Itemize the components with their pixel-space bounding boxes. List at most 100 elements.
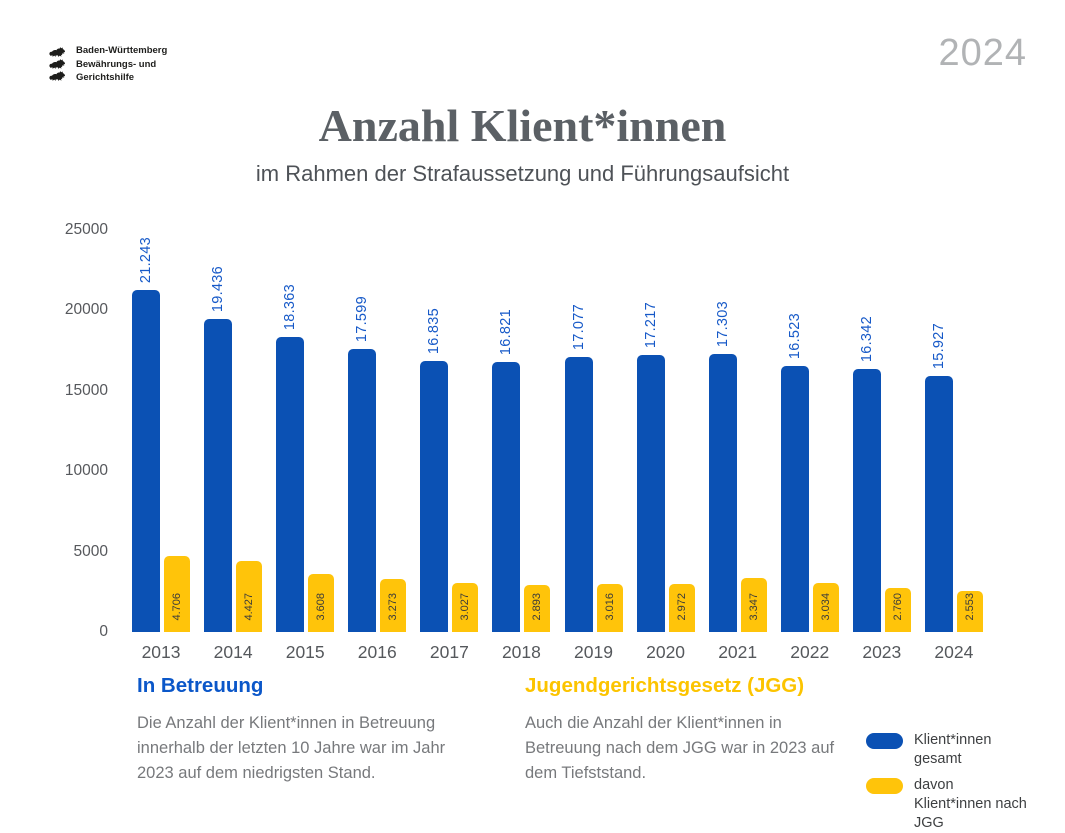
year-group-2023: 16.342 2.760 2023 <box>846 230 918 662</box>
bar-jgg-label-wrap: 2.553 <box>957 593 983 621</box>
bar-total-label-wrap: 19.436 <box>204 266 232 312</box>
bar-total-value-label: 16.342 <box>858 315 875 362</box>
bw-lion-icon <box>49 47 66 57</box>
x-axis-label-2017: 2017 <box>429 642 469 662</box>
legend-label: Klient*innen gesamt <box>914 732 992 767</box>
bar-jgg-value-label: 3.608 <box>315 593 328 621</box>
x-axis-label-2014: 2014 <box>213 642 253 662</box>
bar-jgg-label-wrap: 2.760 <box>885 593 911 621</box>
bar-total-label-wrap: 21.243 <box>132 237 160 283</box>
bar-total-2014: 19.436 <box>204 266 233 632</box>
bar-total-2019: 17.077 <box>564 304 593 632</box>
y-axis: 0 5000 10000 15000 20000 25000 <box>38 221 108 640</box>
bar-jgg-2023: 2.760 <box>884 588 911 632</box>
bar-jgg-value-label: 4.706 <box>171 593 184 621</box>
note-heading-jgg: Jugendgerichtsgesetz (JGG) <box>525 674 805 697</box>
bar-total-value-label: 17.303 <box>714 300 731 347</box>
bar-total-label-wrap: 17.303 <box>709 301 737 347</box>
bar-jgg-value-label: 3.347 <box>747 593 760 621</box>
year-group-2020: 17.217 2.972 2020 <box>630 230 702 662</box>
bw-three-lions <box>48 44 67 85</box>
year-group-2015: 18.363 3.608 2015 <box>269 230 341 662</box>
bar-jgg-value-label: 3.016 <box>603 593 616 621</box>
bar-total-value-label: 19.436 <box>210 265 227 312</box>
year-group-2021: 17.303 3.347 2021 <box>702 230 774 662</box>
y-tick-20000: 20000 <box>64 301 108 319</box>
report-year: 2024 <box>938 32 1027 74</box>
legend-item-1: davon Klient*innen nach JGG <box>866 776 1034 833</box>
bar-jgg-value-label: 2.893 <box>531 593 544 621</box>
bar-total-2018: 16.821 <box>492 309 521 632</box>
bar-total-label-wrap: 16.835 <box>420 308 448 354</box>
logo-text-line: Bewährungs- und <box>76 58 157 70</box>
bar-jgg-label-wrap: 2.972 <box>669 593 695 621</box>
bar-jgg-label-wrap: 3.273 <box>380 593 406 621</box>
bar-total-value-label: 17.599 <box>354 295 371 342</box>
bar-total-value-label: 16.523 <box>786 312 803 359</box>
bar-jgg-2021: 3.347 <box>740 578 767 632</box>
bar-total-2022: 16.523 <box>780 313 809 632</box>
bw-logo: Baden-Württemberg Bewährungs- und Gerich… <box>48 44 167 85</box>
bar-total-label-wrap: 15.927 <box>925 323 953 369</box>
bar-total-label-wrap: 16.523 <box>781 313 809 359</box>
year-group-2022: 16.523 3.034 2022 <box>774 230 846 662</box>
legend-item-0: Klient*innen gesamt <box>866 731 1034 769</box>
bar-total-label-wrap: 17.599 <box>348 296 376 342</box>
bar-total-2021: 17.303 <box>708 301 737 632</box>
bw-lion-icon <box>49 71 66 81</box>
bar-jgg-value-label: 3.034 <box>819 593 832 621</box>
bar-jgg-label-wrap: 3.608 <box>308 593 334 621</box>
bar-jgg-label-wrap: 3.027 <box>452 593 478 621</box>
x-axis-label-2022: 2022 <box>790 642 830 662</box>
y-tick-15000: 15000 <box>64 381 108 399</box>
bw-lion-icon <box>49 59 66 69</box>
logo-text-line: Baden-Württemberg <box>76 45 168 56</box>
y-tick-25000: 25000 <box>64 221 108 238</box>
bar-total-2024: 15.927 <box>924 323 953 632</box>
logo-text: Baden-Württemberg Bewährungs- und Gerich… <box>76 44 167 85</box>
bar-total-value-label: 16.835 <box>426 307 443 354</box>
page-title: Anzahl Klient*innen <box>318 100 727 151</box>
bar-jgg-label-wrap: 2.893 <box>524 593 550 621</box>
bar-total-value-label: 18.363 <box>282 283 299 330</box>
bar-total-value-label: 16.821 <box>498 308 515 355</box>
year-group-2016: 17.599 3.273 2016 <box>341 230 413 662</box>
x-axis-label-2013: 2013 <box>141 642 181 662</box>
bar-jgg-2017: 3.027 <box>452 583 479 632</box>
x-axis-label-2016: 2016 <box>357 642 397 662</box>
year-group-2018: 16.821 2.893 2018 <box>485 230 557 662</box>
x-axis-label-2020: 2020 <box>646 642 686 662</box>
note-text-jgg: Auch die Anzahl der Klient*innen in Betr… <box>525 714 835 782</box>
note-in-betreuung: In Betreuung Die Anzahl der Klient*innen… <box>137 674 482 786</box>
logo-text-line: Gerichtshilfe <box>76 72 135 83</box>
bar-jgg-2014: 4.427 <box>236 561 263 632</box>
bar-jgg-value-label: 2.553 <box>963 593 976 621</box>
legend-label: davon Klient*innen nach JGG <box>914 777 1027 831</box>
bar-jgg-2013: 4.706 <box>164 556 191 632</box>
bar-jgg-2024: 2.553 <box>956 591 983 632</box>
bar-jgg-label-wrap: 4.427 <box>236 593 262 621</box>
bar-total-value-label: 17.077 <box>570 303 587 350</box>
bar-total-2015: 18.363 <box>276 284 305 632</box>
bar-total-value-label: 17.217 <box>642 301 659 348</box>
bar-jgg-2015: 3.608 <box>308 574 335 632</box>
note-jgg: Jugendgerichtsgesetz (JGG) Auch die Anza… <box>525 674 837 786</box>
bar-total-2016: 17.599 <box>348 296 377 632</box>
year-group-2013: 21.243 4.706 2013 <box>125 230 197 662</box>
chart-legend: Klient*innen gesamt davon Klient*innen na… <box>866 731 1034 833</box>
bar-total-label-wrap: 16.821 <box>492 309 520 355</box>
bar-total-label-wrap: 17.077 <box>565 304 593 350</box>
bar-jgg-value-label: 3.027 <box>459 593 472 621</box>
x-axis-label-2015: 2015 <box>285 642 325 662</box>
bar-total-2017: 16.835 <box>420 308 449 632</box>
y-tick-0: 0 <box>99 623 108 640</box>
x-axis-label-2019: 2019 <box>574 642 613 662</box>
bar-jgg-2022: 3.034 <box>812 583 839 632</box>
bar-jgg-2016: 3.273 <box>380 579 407 632</box>
bar-jgg-2018: 2.893 <box>524 585 551 632</box>
x-axis-label-2018: 2018 <box>501 642 541 662</box>
bar-jgg-2020: 2.972 <box>668 584 695 632</box>
bar-jgg-2019: 3.016 <box>596 584 623 632</box>
y-tick-5000: 5000 <box>73 542 108 560</box>
